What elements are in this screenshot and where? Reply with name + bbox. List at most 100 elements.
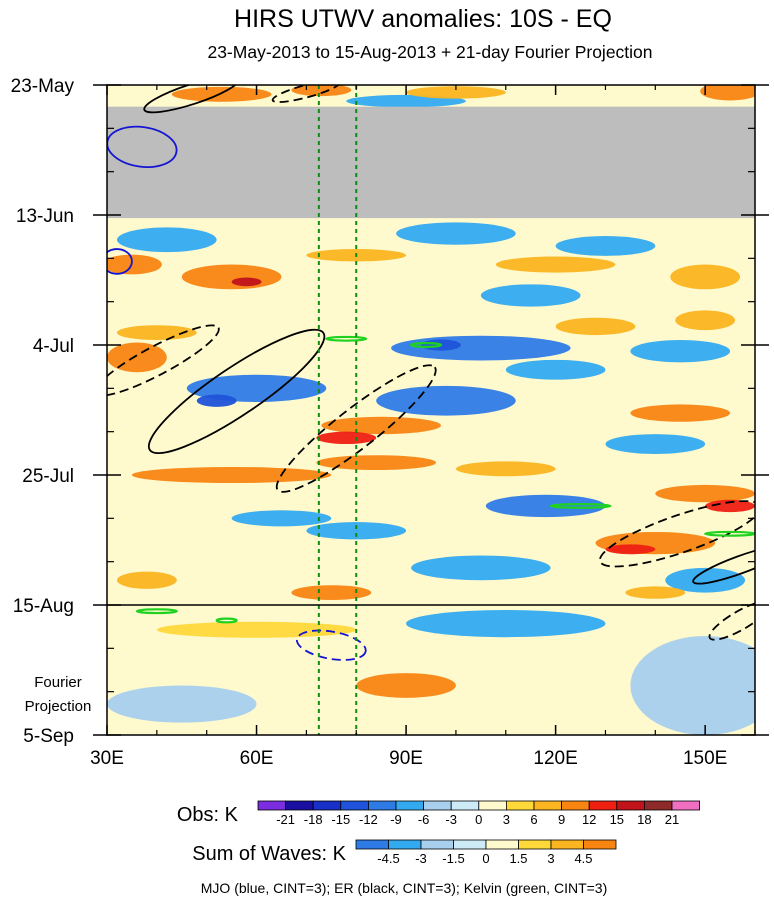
negative-anomaly-patch [480, 284, 581, 307]
positive-anomaly-patch [625, 586, 686, 599]
er-contour [598, 500, 755, 568]
colorbar-swatch [588, 800, 618, 811]
positive-anomaly-patch [455, 461, 556, 477]
positive-anomaly-patch [700, 85, 755, 101]
anomaly-field [107, 85, 755, 735]
kelvin-contour [409, 342, 443, 348]
plot-area [107, 85, 755, 735]
negative-anomaly-patch [485, 494, 606, 518]
colorbar-level-label: -6 [418, 812, 430, 827]
negative-anomaly-patch [406, 609, 606, 638]
colorbar-swatch [485, 839, 519, 850]
er-contour [708, 600, 755, 641]
negative-anomaly-patch [555, 236, 656, 256]
negative-anomaly-patch [391, 335, 571, 361]
positive-anomaly-patch [321, 416, 441, 435]
colorbar-swatch [420, 839, 454, 850]
positive-anomaly-patch [131, 466, 332, 484]
colorbar-level-label: 21 [665, 812, 679, 827]
y-tick-label: 5-Sep [23, 726, 74, 747]
positive-anomaly-patch [231, 277, 262, 287]
colorbar-level-label: -18 [304, 812, 323, 827]
colorbar-swatch [423, 800, 452, 811]
x-tick-label: 90E [389, 748, 423, 769]
axes: 30E 60E 90E 120E 150E 23-May 13-Jun 4-Jul 25-Jul… [11, 76, 769, 769]
positive-anomaly-patch [705, 499, 755, 513]
colorbar-level-label: -15 [331, 812, 350, 827]
positive-anomaly-patch [316, 431, 377, 445]
colorbar-swatch [550, 839, 584, 850]
plot-frame [106, 84, 756, 736]
colorbar-level-label: -4.5 [377, 851, 399, 866]
kelvin-contour [549, 502, 612, 509]
colorbar-swatch [583, 839, 617, 850]
er-contour [275, 364, 437, 493]
projection-label-line2: Projection [25, 698, 92, 715]
negative-anomaly-patch [306, 522, 407, 540]
colorbar-level-label: 6 [530, 812, 537, 827]
negative-anomaly-patch [505, 359, 606, 380]
y-tick-label: 15-Aug [13, 596, 74, 617]
missing-data-band [107, 106, 755, 219]
colorbar-level-label: -12 [359, 812, 378, 827]
positive-anomaly-patch [116, 571, 177, 589]
positive-anomaly-patch [291, 585, 372, 601]
colorbar-swatch [453, 839, 487, 850]
positive-anomaly-patch [316, 455, 436, 471]
positive-anomaly-patch [655, 484, 755, 503]
waves-colorbar-label: Sum of Waves: K [192, 843, 346, 865]
x-tick-label: 60E [240, 748, 274, 769]
colorbar-level-label: 18 [637, 812, 651, 827]
colorbar-level-label: 12 [582, 812, 596, 827]
er-contour [147, 328, 326, 455]
colorbar-swatch [478, 800, 507, 811]
colorbar-swatch [312, 800, 342, 811]
negative-anomaly-patch [630, 340, 731, 363]
colorbar-level-label: 0 [475, 812, 482, 827]
colorbar-swatch [518, 839, 552, 850]
colorbar-swatch [644, 800, 673, 811]
positive-anomaly-patch [356, 673, 456, 698]
negative-anomaly-patch [411, 555, 551, 581]
colorbar-swatch [367, 800, 397, 811]
er-contour [143, 85, 241, 114]
x-tick-label: 150E [683, 748, 727, 769]
kelvin-contour [325, 335, 368, 342]
colorbar-level-label: -3 [415, 851, 427, 866]
positive-anomaly-patch [670, 264, 741, 290]
positive-anomaly-patch [116, 325, 197, 341]
positive-anomaly-patch [495, 256, 616, 273]
colorbar-level-label: 4.5 [574, 851, 592, 866]
negative-anomaly-patch [665, 567, 746, 593]
colorbar-swatch [450, 800, 480, 811]
mjo-contour [295, 629, 367, 661]
obs-colorbar: -21 -18 -15 -12 -9 -6 -3 0 3 6 9 12 15 18 21 [257, 800, 701, 827]
kelvin-contour [135, 608, 178, 615]
colorbar-level-label: 15 [610, 812, 624, 827]
positive-anomaly-patch [630, 404, 731, 422]
colorbar-swatch [285, 800, 314, 811]
positive-anomaly-patch [406, 86, 506, 99]
negative-anomaly-patch [396, 222, 516, 245]
negative-anomaly-patch [605, 434, 706, 454]
waves-colorbar: -4.5 -3 -1.5 0 1.5 3 4.5 [355, 839, 617, 866]
colorbar-level-label: -9 [390, 812, 402, 827]
positive-anomaly-patch [156, 621, 357, 638]
x-tick-label: 30E [90, 748, 124, 769]
colorbar-level-label: -1.5 [442, 851, 464, 866]
negative-anomaly-patch [231, 510, 332, 527]
colorbar-level-label: 1.5 [509, 851, 527, 866]
chart-subtitle: 23-May-2013 to 15-Aug-2013 + 21-day Four… [207, 42, 652, 62]
mjo-contour [107, 248, 133, 275]
negative-anomaly-patch [376, 385, 516, 416]
positive-anomaly-patch [605, 544, 656, 555]
colorbar-swatch [340, 800, 369, 811]
colorbar-swatch [355, 839, 389, 850]
positive-anomaly-patch [107, 254, 162, 275]
contour-legend: MJO (blue, CINT=3); ER (black, CINT=3); … [201, 880, 608, 896]
positive-anomaly-patch [675, 310, 736, 331]
kelvin-contour [215, 617, 238, 624]
negative-anomaly-patch [116, 227, 217, 253]
obs-colorbar-label: Obs: K [177, 804, 239, 826]
positive-anomaly-patch [107, 342, 167, 373]
